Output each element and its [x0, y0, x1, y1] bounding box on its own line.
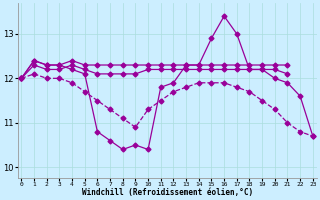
X-axis label: Windchill (Refroidissement éolien,°C): Windchill (Refroidissement éolien,°C): [82, 188, 253, 197]
